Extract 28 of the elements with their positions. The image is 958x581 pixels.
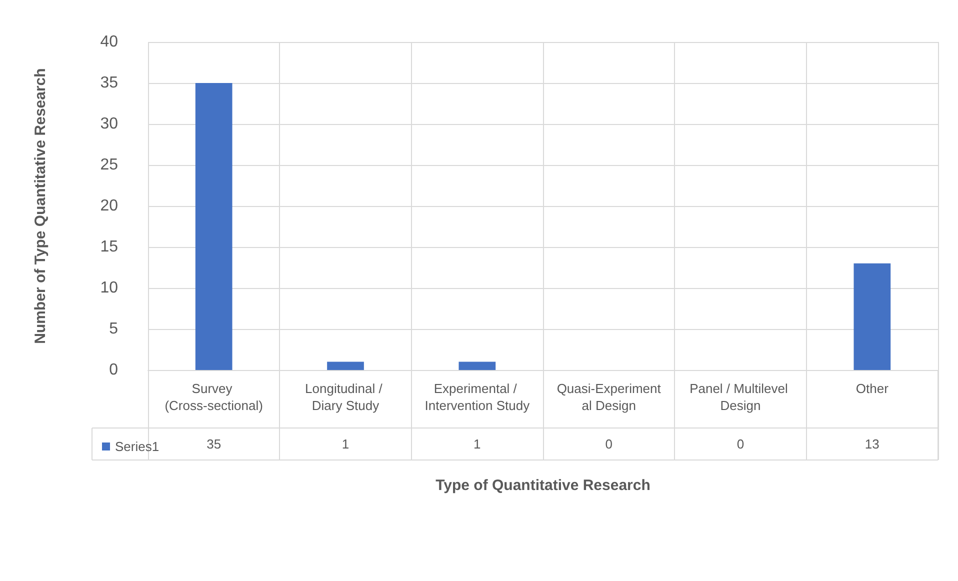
bar bbox=[854, 263, 891, 370]
y-tick-label: 10 bbox=[100, 280, 118, 296]
data-label: 13 bbox=[864, 436, 880, 452]
x-tick-label: Survey (Cross-sectional) bbox=[164, 381, 263, 413]
bar bbox=[458, 362, 496, 370]
y-tick-label: 20 bbox=[100, 198, 118, 214]
x-tick-label: Quasi-Experimental Design bbox=[556, 381, 662, 413]
y-tick-label: 40 bbox=[100, 34, 118, 50]
data-label: 0 bbox=[736, 436, 744, 452]
x-tick-label: Panel / Multilevel Design bbox=[690, 381, 792, 413]
y-tick-label: 25 bbox=[100, 156, 118, 174]
bar bbox=[327, 362, 364, 370]
y-tick-label: 15 bbox=[100, 238, 118, 256]
legend-label: Series1 bbox=[115, 439, 160, 454]
bar bbox=[195, 83, 232, 370]
y-axis-title: Number of Type Quantitative Research bbox=[32, 68, 49, 344]
y-tick-label: 5 bbox=[109, 320, 118, 338]
y-tick-label: 35 bbox=[100, 74, 118, 92]
x-tick-label: Experimental / Intervention Study bbox=[424, 381, 530, 413]
data-label: 35 bbox=[206, 436, 222, 452]
data-label: 1 bbox=[342, 436, 350, 452]
y-tick-label: 30 bbox=[100, 116, 118, 132]
data-label: 1 bbox=[474, 436, 481, 452]
x-tick-label: Longitudinal / Diary Study bbox=[305, 381, 386, 413]
x-tick-label: Other bbox=[856, 381, 890, 396]
data-label: 0 bbox=[605, 436, 612, 452]
y-tick-label: 0 bbox=[109, 362, 118, 378]
x-axis-title: Type of Quantitative Research bbox=[436, 477, 650, 494]
